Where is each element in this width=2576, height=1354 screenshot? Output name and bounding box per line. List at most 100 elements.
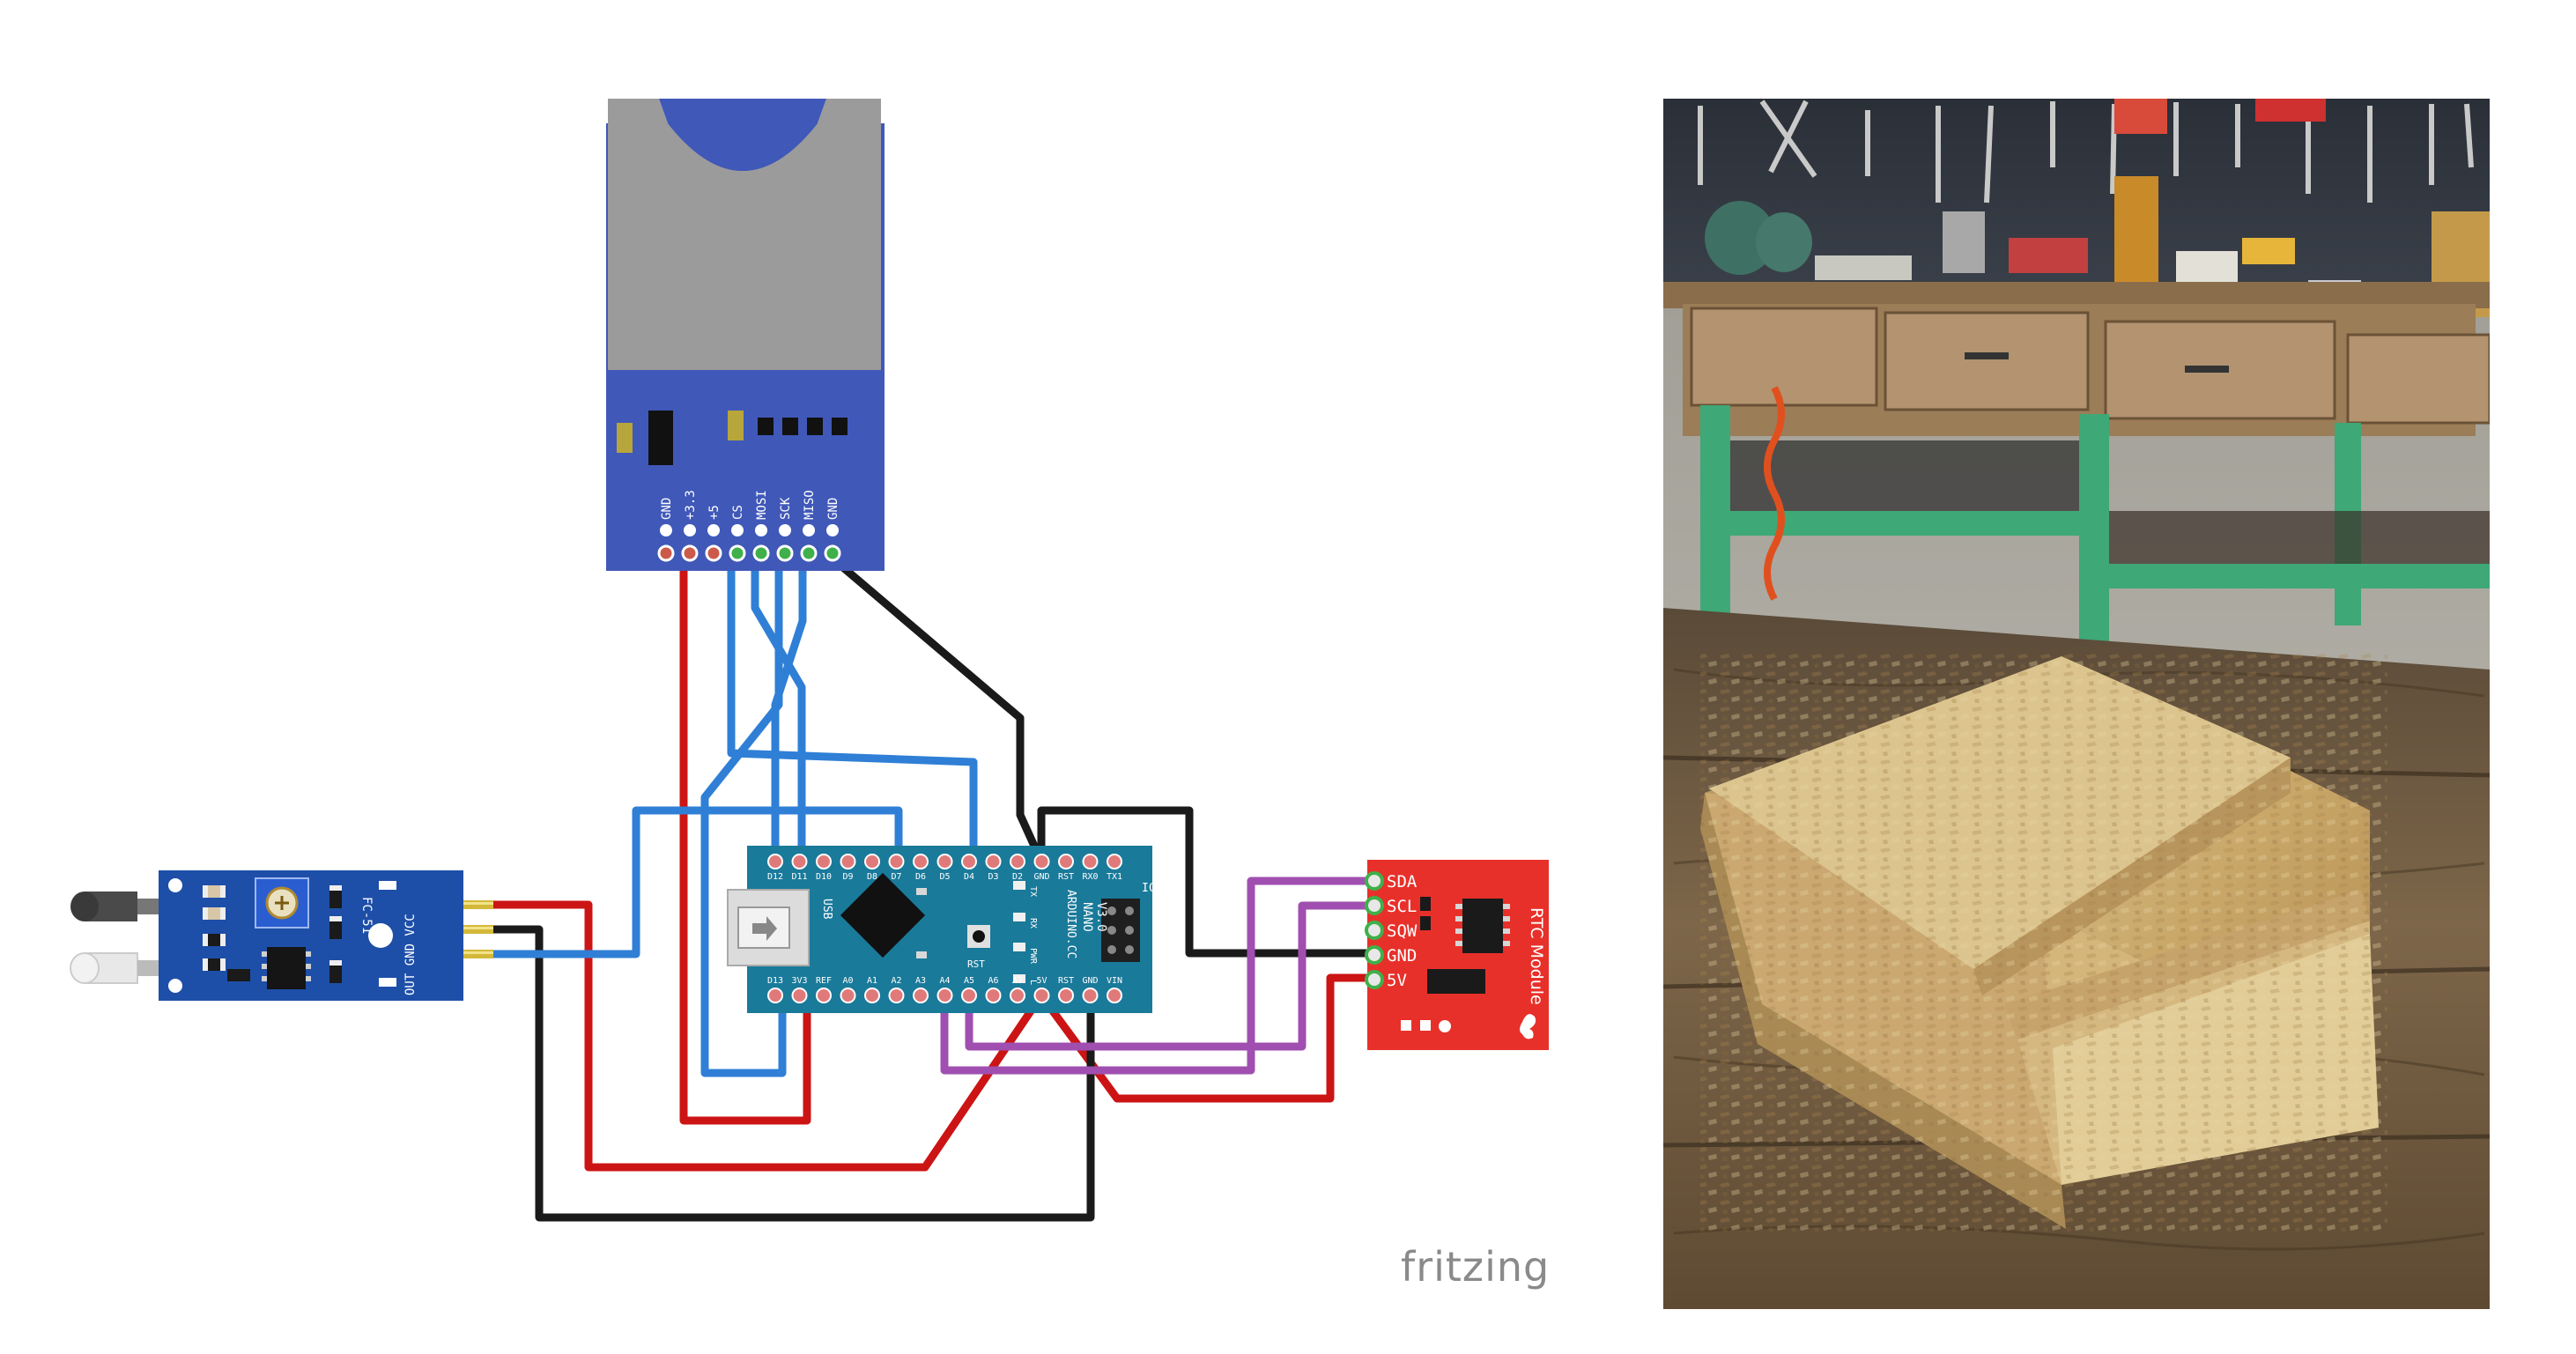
- rtc-title: RTC Module: [1527, 907, 1546, 1005]
- nano-led-label: RX: [1028, 918, 1038, 929]
- nano-top-pin-label: D9: [842, 872, 853, 882]
- sd-pad: [684, 524, 696, 536]
- air-hose: [1764, 386, 1785, 601]
- nano-top-pin-label: D12: [767, 872, 783, 882]
- usb-label: USB: [820, 899, 833, 920]
- drawer: [2346, 333, 2490, 425]
- nano-bottom-pin: [840, 988, 856, 1003]
- sd-pin: [752, 544, 770, 562]
- rtc-chip: [1462, 899, 1503, 953]
- nano-bottom-pin: [913, 988, 929, 1003]
- wire-red-ir-vcc: [489, 900, 1046, 1172]
- rtc-pin: [1365, 896, 1384, 915]
- rtc-pin-label: SQW: [1387, 921, 1418, 941]
- nano-model-line2: V3.0: [1094, 902, 1108, 932]
- nano-top-pin-label: GND: [1033, 872, 1049, 882]
- workshop-photo: [1663, 99, 2490, 1309]
- sd-pad: [707, 524, 720, 536]
- sd-pad: [779, 524, 791, 536]
- nano-top-pin: [864, 854, 880, 869]
- nano-bottom-pin: [791, 988, 808, 1003]
- bench-grinder: [1705, 201, 1775, 275]
- nano-top-pin: [816, 854, 832, 869]
- wire-blue-sd-miso: [771, 549, 807, 866]
- nano-bottom-pin-label: A0: [842, 976, 853, 986]
- nano-bottom-pin: [864, 988, 880, 1003]
- sd-pin: [776, 544, 794, 562]
- nano-led-label: PWR: [1028, 948, 1038, 965]
- nano-bottom-pin-label: A6: [988, 976, 998, 986]
- nano-bottom-pin-label: A7: [1012, 976, 1023, 986]
- nano-top-pin: [1010, 854, 1025, 869]
- sd-pin: [800, 544, 818, 562]
- nano-top-pin: [961, 854, 977, 869]
- nano-top-pin: [1033, 854, 1050, 869]
- nano-bottom-pin-label: RST: [1058, 976, 1074, 986]
- nano-top-pin-label: D3: [988, 872, 998, 882]
- nano-top-pin-label: D8: [867, 872, 877, 882]
- rtc-module: RTC Module SDA SCL SQW GND 5V: [1365, 860, 1549, 1050]
- sd-pin-label: GND: [826, 498, 840, 520]
- nano-bottom-pin: [1033, 988, 1050, 1003]
- nano-top-pin: [791, 854, 808, 869]
- nano-top-pin-label: TX1: [1107, 872, 1122, 882]
- nano-board: [747, 846, 1152, 1013]
- nano-top-pin: [888, 854, 905, 869]
- nano-top-header: D12 D11 D10 D9 D8 D7 D6 D5 D4 D3 D2 GND RST RX0 TX1: [767, 854, 1122, 882]
- rtc-pin-label: SDA: [1387, 872, 1418, 892]
- nano-bottom-pin: [1010, 988, 1025, 1003]
- nano-bottom-pin: [816, 988, 832, 1003]
- rtc-board: [1367, 860, 1549, 1050]
- nano-bottom-pin-label: A5: [964, 976, 974, 986]
- sd-card-slot: [608, 99, 881, 370]
- rtc-pin: [1365, 921, 1384, 940]
- nano-bottom-pin: [961, 988, 977, 1003]
- nano-top-pin: [840, 854, 856, 869]
- nano-bottom-pin: [888, 988, 905, 1003]
- green-bench-frame: [1700, 405, 2490, 652]
- wire-purple-sda: [940, 877, 1379, 1075]
- nano-top-pin: [936, 854, 953, 869]
- wire-blue-sd-cs: [727, 549, 978, 866]
- nano-bottom-pin: [1082, 988, 1099, 1003]
- wire-red-sd-3v3: [679, 549, 811, 1125]
- ir-sensor-fc51: FC-51 OUT GND VCC: [70, 870, 493, 1001]
- drawer: [1690, 307, 1878, 407]
- rtc-pin: [1365, 871, 1384, 891]
- nano-top-pin: [985, 854, 1002, 869]
- rst-label: RST: [967, 958, 985, 970]
- nano-bottom-pin-label: 3V3: [791, 976, 807, 986]
- nano-bottom-pin-label: D13: [767, 976, 783, 986]
- nano-bottom-pin-label: VIN: [1107, 976, 1122, 986]
- nano-top-pin-label: D11: [791, 872, 807, 882]
- rtc-pin: [1365, 945, 1384, 965]
- nano-top-pin: [1107, 854, 1122, 869]
- comparator-chip: [267, 947, 306, 989]
- nano-top-pin-label: D10: [816, 872, 832, 882]
- nano-bottom-pin-label: A2: [891, 976, 901, 986]
- wire-black-ir-gnd: [489, 925, 1095, 1222]
- wires: [489, 549, 1379, 1222]
- nano-top-pin: [913, 854, 929, 869]
- ir-receiver-led: [70, 952, 159, 984]
- nano-bottom-pin: [1058, 988, 1074, 1003]
- sd-pad: [755, 524, 767, 536]
- rtc-pin: [1365, 970, 1384, 989]
- sd-pin: [729, 544, 746, 562]
- ir-emitter-led: [70, 892, 159, 921]
- nano-bottom-pin: [936, 988, 953, 1003]
- nano-top-pin-label: RX0: [1082, 872, 1098, 882]
- icsp-label: ICSP: [1142, 882, 1169, 895]
- nano-bottom-pin: [985, 988, 1002, 1003]
- sd-card-module: GND +3.3 +5 CS MOSI SCK MISO GND: [606, 99, 885, 571]
- nano-led-labels: TX RX PWR L: [1028, 886, 1038, 985]
- ir-pin-label-row: OUT GND VCC: [403, 914, 418, 995]
- wire-purple-scl: [965, 901, 1379, 1051]
- osb-box: [1700, 652, 2387, 1233]
- hanging-tools: [1698, 100, 2474, 203]
- nano-top-pin-label: D7: [891, 872, 901, 882]
- usb-icon: [752, 916, 777, 941]
- microcontroller-chip: [840, 872, 926, 958]
